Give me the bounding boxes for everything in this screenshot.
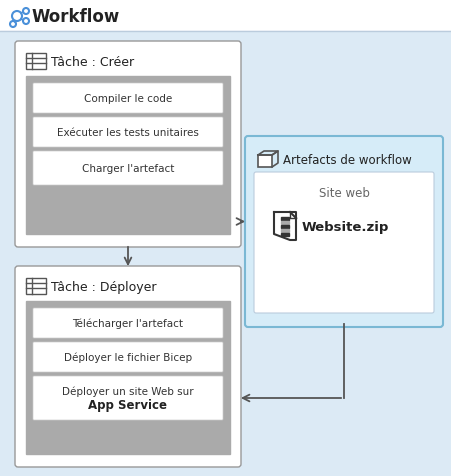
Bar	[281, 221, 288, 225]
Text: App Service: App Service	[88, 399, 167, 412]
Bar	[26, 77, 230, 235]
FancyBboxPatch shape	[33, 342, 222, 372]
Text: Artefacts de workflow: Artefacts de workflow	[282, 154, 411, 167]
Bar	[281, 234, 288, 237]
Text: Site web: Site web	[318, 187, 368, 199]
FancyBboxPatch shape	[15, 267, 240, 467]
Bar	[26, 278, 46, 294]
FancyBboxPatch shape	[33, 118, 222, 148]
Text: Charger l'artefact: Charger l'artefact	[82, 164, 174, 174]
FancyBboxPatch shape	[15, 42, 240, 248]
Text: Website.zip: Website.zip	[301, 220, 388, 233]
Text: Déployer un site Web sur: Déployer un site Web sur	[62, 386, 193, 397]
Text: Workflow: Workflow	[32, 8, 120, 26]
FancyBboxPatch shape	[33, 84, 222, 114]
Bar	[26, 54, 46, 70]
FancyBboxPatch shape	[244, 137, 442, 327]
Bar	[281, 218, 288, 220]
Bar	[258, 156, 272, 168]
FancyBboxPatch shape	[33, 152, 222, 186]
Bar	[0, 0, 451, 32]
FancyBboxPatch shape	[253, 173, 433, 313]
Text: Télécharger l'artefact: Télécharger l'artefact	[72, 318, 183, 328]
Text: Tâche : Créer: Tâche : Créer	[51, 56, 134, 69]
Text: Tâche : Déployer: Tâche : Déployer	[51, 280, 156, 293]
FancyBboxPatch shape	[33, 308, 222, 338]
FancyBboxPatch shape	[33, 376, 222, 420]
Bar	[281, 226, 288, 228]
Text: Déployer le fichier Bicep: Déployer le fichier Bicep	[64, 352, 192, 363]
Bar	[26, 301, 230, 454]
Text: Compiler le code: Compiler le code	[84, 94, 172, 104]
Bar	[281, 229, 288, 232]
Text: Exécuter les tests unitaires: Exécuter les tests unitaires	[57, 128, 198, 138]
